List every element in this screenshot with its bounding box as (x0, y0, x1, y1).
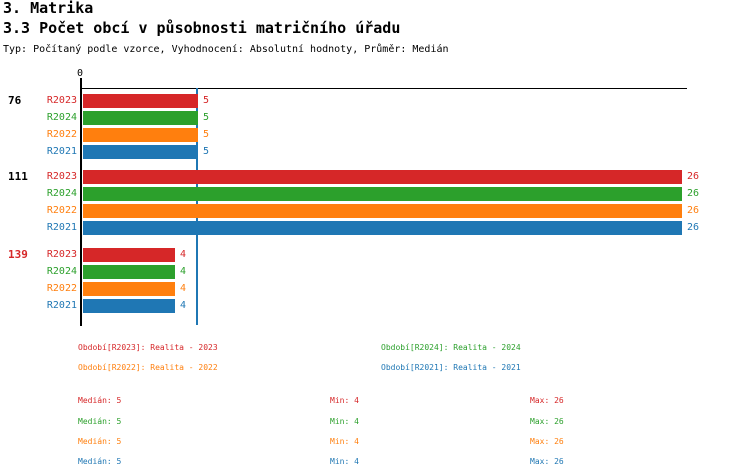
y-axis-line (80, 78, 82, 326)
bar-value-label: 5 (203, 95, 210, 106)
stat-min: Min: 4 (330, 437, 359, 446)
bar (83, 187, 682, 201)
bar-series-label: R2021 (46, 222, 77, 233)
bar-value-label: 5 (203, 129, 210, 140)
bar (83, 111, 198, 125)
bar (83, 248, 175, 262)
bar (83, 170, 682, 184)
stat-max: Max: 26 (530, 396, 564, 405)
legend-item: Období[R2023]: Realita - 2023 (78, 343, 218, 352)
bar-chart: 0 76 R2023 5 R2024 5 R2022 5 R2021 5 111 R2023 26 R2… (8, 68, 700, 326)
bar-series-label: R2022 (46, 205, 77, 216)
bar-value-label: 5 (203, 112, 210, 123)
stat-median: Medián: 5 (78, 457, 122, 466)
stat-min: Min: 4 (330, 417, 359, 426)
bar (83, 265, 175, 279)
bar-value-label: 4 (180, 249, 187, 260)
stat-median: Medián: 5 (78, 417, 122, 426)
bar-value-label: 26 (687, 188, 700, 199)
bar-series-label: R2022 (46, 283, 77, 294)
bar-value-label: 5 (203, 146, 210, 157)
legend-item: Období[R2021]: Realita - 2021 (381, 363, 521, 372)
bar-value-label: 26 (687, 205, 700, 216)
bar-value-label: 4 (180, 300, 187, 311)
legend-item: Období[R2024]: Realita - 2024 (381, 343, 521, 352)
bar-series-label: R2024 (46, 188, 77, 199)
report-title: 3. Matrika (3, 0, 94, 17)
bar-value-label: 4 (180, 266, 187, 277)
stat-max: Max: 26 (530, 437, 564, 446)
x-axis-line (80, 88, 687, 89)
stat-median: Medián: 5 (78, 396, 122, 405)
bar-series-label: R2022 (46, 129, 77, 140)
bar-value-label: 26 (687, 222, 700, 233)
bar (83, 282, 175, 296)
bar-series-label: R2021 (46, 300, 77, 311)
bar (83, 221, 682, 235)
bar (83, 145, 198, 159)
bar-value-label: 4 (180, 283, 187, 294)
bar-series-label: R2023 (46, 95, 77, 106)
bar (83, 128, 198, 142)
chart-title: 3.3 Počet obcí v působnosti matričního ú… (3, 19, 401, 37)
bar-value-label: 26 (687, 171, 700, 182)
group-label: 76 (8, 94, 22, 107)
stat-max: Max: 26 (530, 457, 564, 466)
chart-meta: Typ: Počítaný podle vzorce, Vyhodnocení:… (3, 44, 449, 55)
bar (83, 204, 682, 218)
stat-median: Medián: 5 (78, 437, 122, 446)
bar-series-label: R2024 (46, 112, 77, 123)
stat-min: Min: 4 (330, 396, 359, 405)
axis-tick-label: 0 (76, 68, 84, 79)
stat-max: Max: 26 (530, 417, 564, 426)
legend-item: Období[R2022]: Realita - 2022 (78, 363, 218, 372)
bar-series-label: R2023 (46, 171, 77, 182)
bar-series-label: R2021 (46, 146, 77, 157)
bar (83, 299, 175, 313)
group-label: 139 (8, 248, 28, 261)
bar-series-label: R2023 (46, 249, 77, 260)
bar-series-label: R2024 (46, 266, 77, 277)
bar (83, 94, 198, 108)
stat-min: Min: 4 (330, 457, 359, 466)
group-label: 111 (8, 170, 28, 183)
